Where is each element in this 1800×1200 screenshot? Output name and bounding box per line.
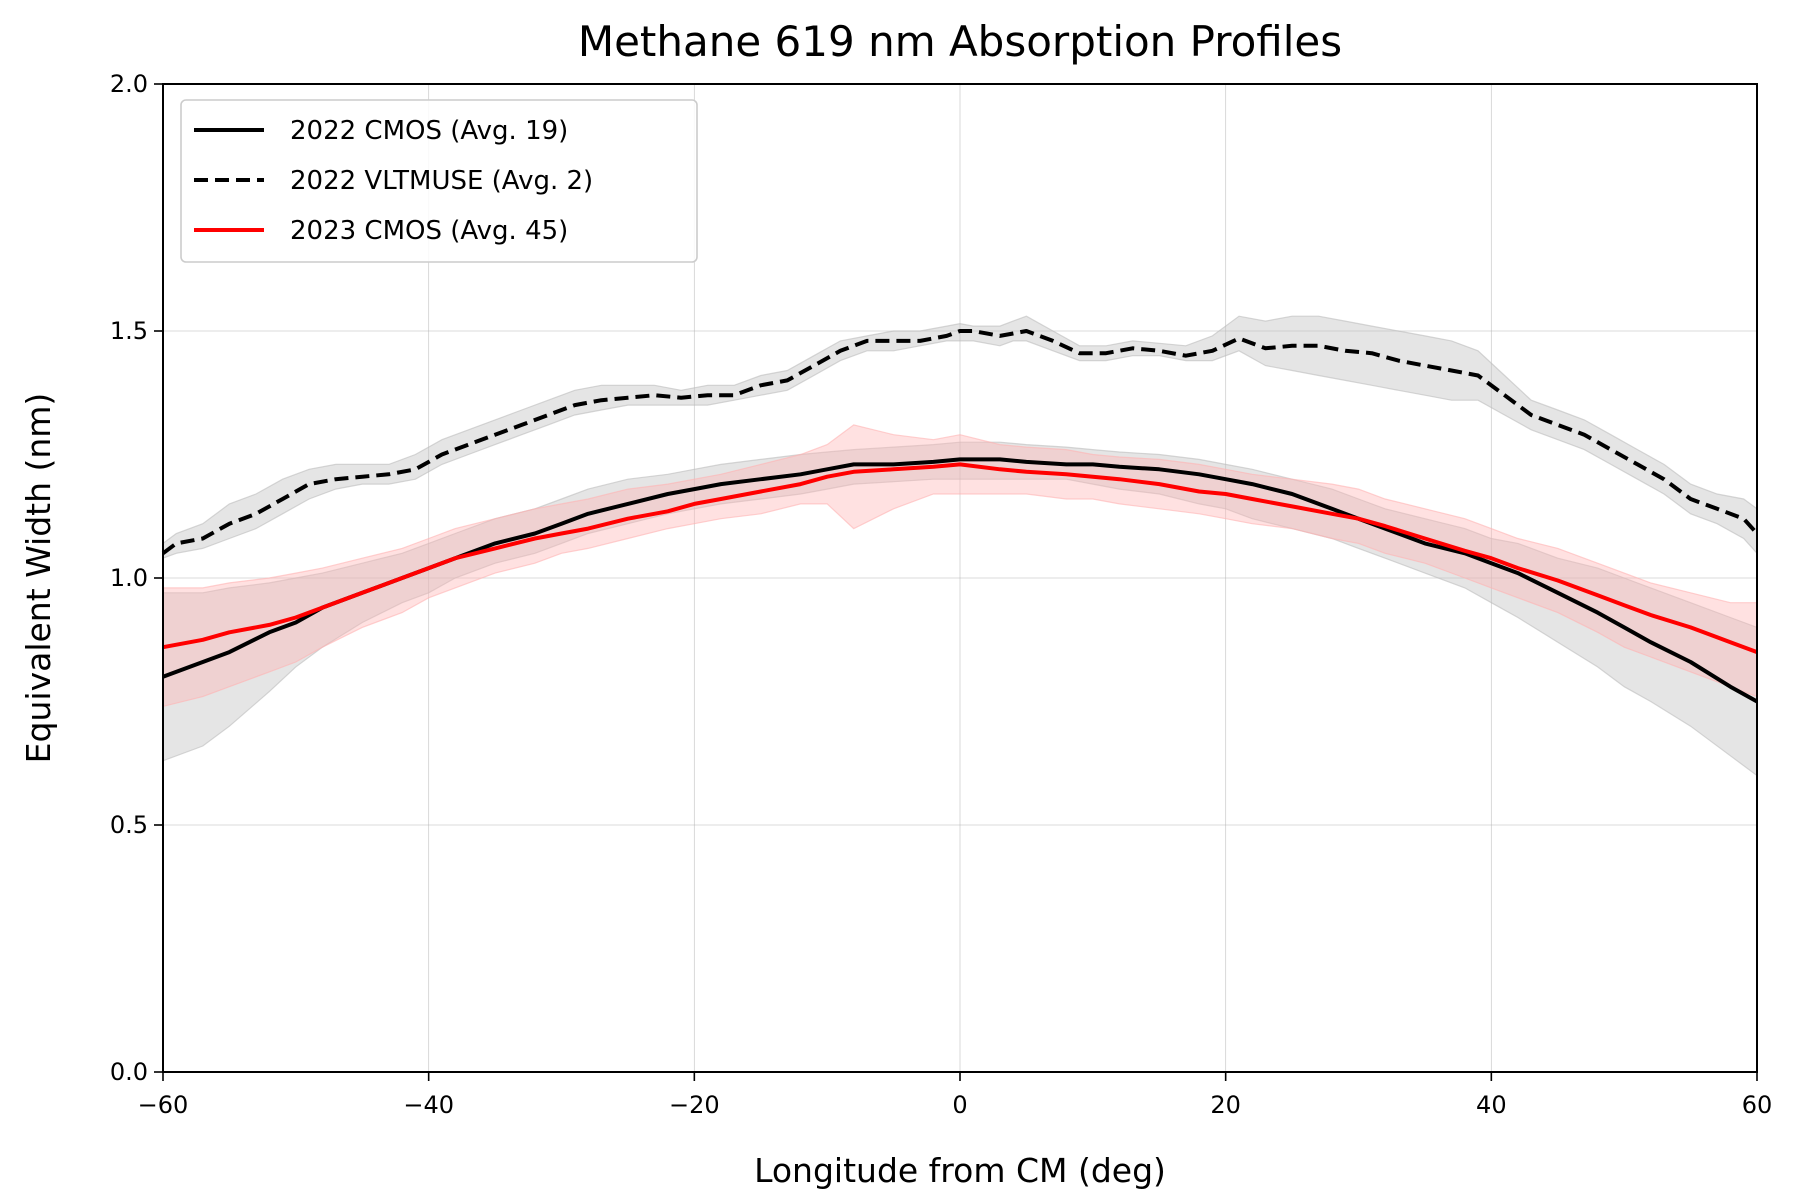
x-tick-label: 40	[1476, 1091, 1507, 1119]
y-tick-label: 0.0	[110, 1058, 148, 1086]
series-line-2	[162, 462, 1758, 654]
y-tick-label: 1.5	[110, 317, 148, 345]
x-tick-label: 20	[1210, 1091, 1241, 1119]
legend-box	[180, 99, 698, 263]
x-tick-label: 60	[1742, 1091, 1773, 1119]
chart-title: Methane 619 nm Absorption Profiles	[578, 17, 1342, 66]
tick-layer: −60 −40 −20 0 20 40 60 0.0 0.5 1.0 1.5 2.0	[110, 70, 1772, 1119]
x-tick-label: 0	[952, 1091, 967, 1119]
y-axis-label: Equivalent Width (nm)	[19, 393, 58, 764]
x-axis-label: Longitude from CM (deg)	[754, 1151, 1166, 1190]
x-tick-label: −60	[138, 1091, 189, 1119]
y-tick-label: 2.0	[110, 70, 148, 98]
legend: 2022 CMOS (Avg. 19) 2022 VLTMUSE (Avg. 2)…	[180, 99, 698, 263]
legend-label-1: 2022 VLTMUSE (Avg. 2)	[290, 166, 593, 196]
y-tick-label: 1.0	[110, 564, 148, 592]
x-tick-label: −20	[669, 1091, 720, 1119]
legend-label-2: 2023 CMOS (Avg. 45)	[290, 216, 568, 246]
y-tick-label: 0.5	[110, 811, 148, 839]
series-line-1	[161, 329, 1759, 555]
x-tick-label: −40	[403, 1091, 454, 1119]
line-layer	[161, 329, 1759, 704]
legend-label-0: 2022 CMOS (Avg. 19)	[290, 116, 568, 146]
